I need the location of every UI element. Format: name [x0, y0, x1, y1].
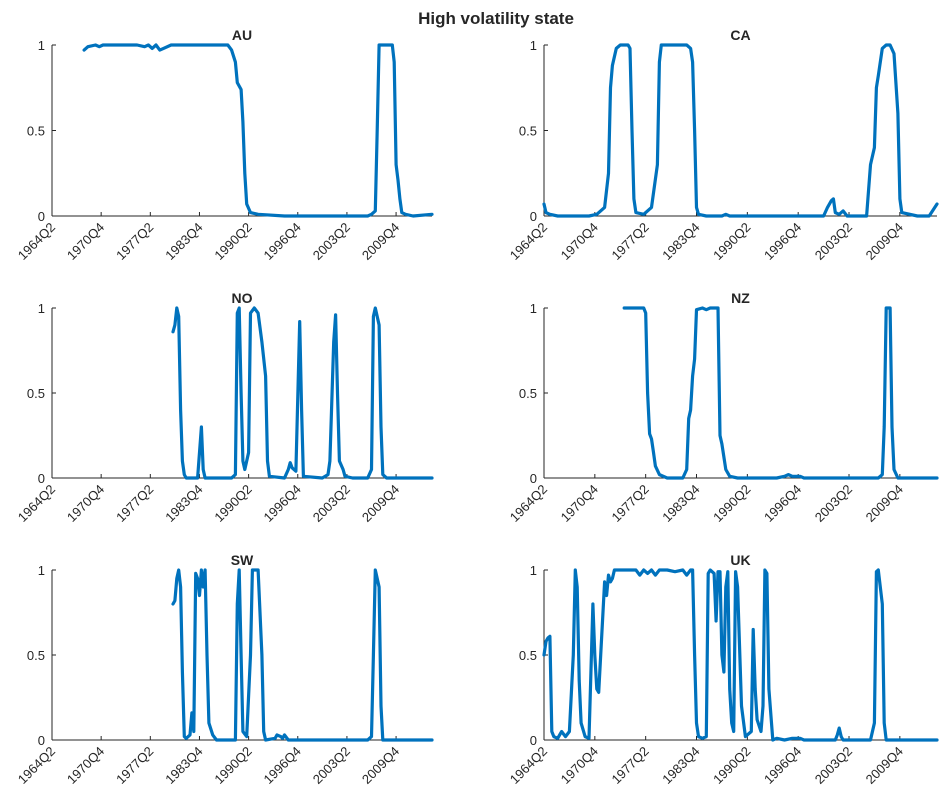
series-line-uk [542, 568, 939, 742]
panel-au: AU 0 0.5 1 1964Q2 1970Q4 1977Q2 1983Q4 1990Q2 199… [15, 27, 434, 263]
x-tick-label: 2009Q4 [359, 482, 402, 525]
x-tick-label: 1977Q2 [608, 744, 651, 787]
x-tick-label: 1970Q4 [558, 482, 601, 525]
x-tick-label: 1970Q4 [64, 744, 107, 787]
y-tick-label: 1 [38, 563, 45, 578]
y-tick-label: 0 [38, 733, 45, 748]
x-tick-label: 2003Q2 [310, 220, 353, 263]
series-line-no [171, 306, 434, 480]
panel-title: AU [232, 27, 252, 43]
series-line-ca [542, 43, 939, 218]
y-tick-label: 0 [38, 209, 45, 224]
x-tick-label: 2009Q4 [863, 220, 906, 263]
y-tick-label: 1 [530, 563, 537, 578]
x-tick-label: 1983Q4 [162, 220, 205, 263]
x-tick-label: 1990Q2 [710, 744, 753, 787]
x-tick-label: 1996Q4 [761, 744, 804, 787]
x-tick-label: 1996Q4 [261, 744, 304, 787]
y-tick-label: 1 [530, 38, 537, 53]
panel-ca: CA 0 0.5 1 1964Q2 1970Q4 1977Q2 1983Q4 1990Q2 199… [507, 27, 939, 263]
x-tick-label: 1970Q4 [64, 482, 107, 525]
x-tick-label: 1964Q2 [15, 220, 58, 263]
x-tick-label: 2003Q2 [812, 220, 855, 263]
y-tick-label: 0.5 [27, 124, 45, 139]
panel-uk: UK 0 0.5 1 1964Q2 1970Q4 1977Q2 1983Q4 1990Q2 199… [507, 552, 939, 787]
x-tick-label: 1983Q4 [659, 744, 702, 787]
series-line-sw [171, 568, 434, 742]
x-tick-label: 1977Q2 [608, 220, 651, 263]
x-tick-label: 2009Q4 [863, 482, 906, 525]
x-tick-label: 1983Q4 [162, 482, 205, 525]
x-tick-label: 1990Q2 [710, 220, 753, 263]
x-tick-label: 2003Q2 [812, 482, 855, 525]
x-tick-label: 1970Q4 [64, 220, 107, 263]
x-tick-label: 1977Q2 [113, 220, 156, 263]
y-tick-label: 1 [38, 38, 45, 53]
y-tick-label: 0 [38, 471, 45, 486]
y-tick-label: 0.5 [519, 386, 537, 401]
panel-no: NO 0 0.5 1 1964Q2 1970Q4 1977Q2 1983Q4 1990Q2 199… [15, 290, 434, 525]
x-tick-label: 1996Q4 [761, 220, 804, 263]
x-tick-label: 1977Q2 [113, 482, 156, 525]
y-tick-label: 1 [530, 301, 537, 316]
x-tick-label: 1970Q4 [558, 744, 601, 787]
panel-sw: SW 0 0.5 1 1964Q2 1970Q4 1977Q2 1983Q4 1990Q2 199… [15, 552, 434, 787]
series-line-nz [622, 306, 939, 480]
y-tick-label: 0.5 [27, 648, 45, 663]
x-tick-label: 1996Q4 [261, 220, 304, 263]
y-tick-label: 0 [530, 471, 537, 486]
x-tick-label: 1983Q4 [659, 482, 702, 525]
y-tick-label: 0 [530, 209, 537, 224]
x-tick-label: 2003Q2 [310, 744, 353, 787]
x-tick-label: 1970Q4 [558, 220, 601, 263]
series-line-au [82, 43, 434, 218]
panel-title: UK [730, 552, 750, 568]
panel-title: NZ [731, 290, 750, 306]
x-tick-label: 1964Q2 [507, 482, 550, 525]
y-tick-label: 0.5 [27, 386, 45, 401]
x-tick-label: 1983Q4 [659, 220, 702, 263]
x-tick-label: 1977Q2 [113, 744, 156, 787]
x-tick-label: 1977Q2 [608, 482, 651, 525]
x-tick-label: 1996Q4 [761, 482, 804, 525]
x-tick-label: 1990Q2 [710, 482, 753, 525]
x-tick-label: 2009Q4 [863, 744, 906, 787]
x-tick-label: 2003Q2 [812, 744, 855, 787]
x-tick-label: 1964Q2 [507, 744, 550, 787]
panel-title: CA [730, 27, 750, 43]
x-tick-label: 1964Q2 [15, 744, 58, 787]
x-tick-label: 1983Q4 [162, 744, 205, 787]
figure-title: High volatility state [418, 9, 574, 28]
x-tick-label: 2009Q4 [359, 220, 402, 263]
x-tick-label: 2009Q4 [359, 744, 402, 787]
x-tick-label: 1990Q2 [211, 744, 254, 787]
x-tick-label: 1990Q2 [211, 482, 254, 525]
panel-nz: NZ 0 0.5 1 1964Q2 1970Q4 1977Q2 1983Q4 1990Q2 199… [507, 290, 939, 525]
x-tick-label: 2003Q2 [310, 482, 353, 525]
y-tick-label: 0.5 [519, 124, 537, 139]
y-tick-label: 0 [530, 733, 537, 748]
y-tick-label: 1 [38, 301, 45, 316]
x-tick-label: 1996Q4 [261, 482, 304, 525]
x-tick-label: 1964Q2 [507, 220, 550, 263]
x-tick-label: 1964Q2 [15, 482, 58, 525]
y-tick-label: 0.5 [519, 648, 537, 663]
panel-title: NO [232, 290, 253, 306]
x-tick-label: 1990Q2 [211, 220, 254, 263]
panel-title: SW [231, 552, 254, 568]
